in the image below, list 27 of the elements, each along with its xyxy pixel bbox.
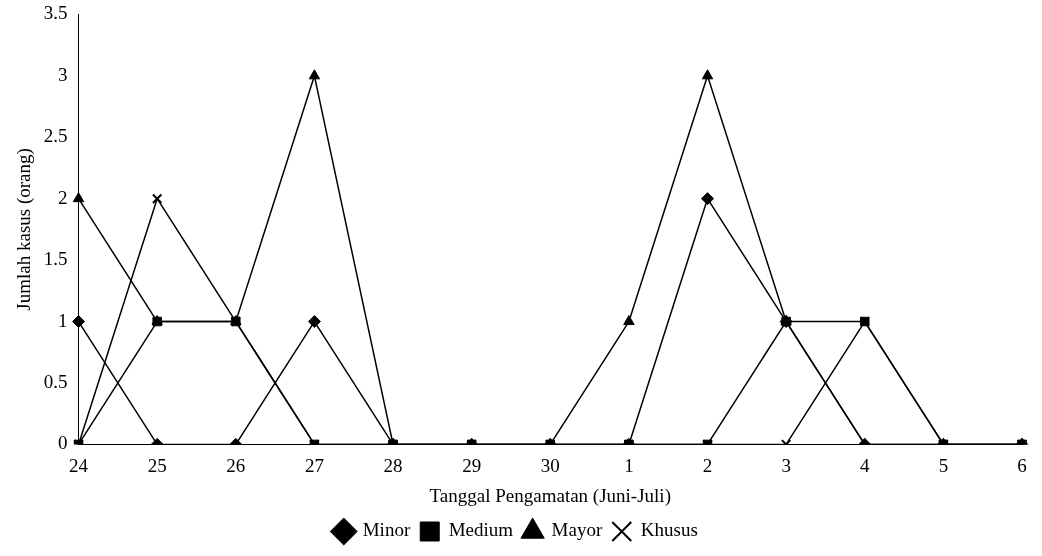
legend-label: Medium xyxy=(448,519,514,541)
legend-label: Khusus xyxy=(640,519,698,541)
x-tick-label: 5 xyxy=(938,454,949,476)
x-tick-label: 2 xyxy=(702,454,713,476)
legend-label: Mayor xyxy=(551,519,603,541)
y-axis-title: Jumlah kasus (orang) xyxy=(13,148,36,311)
y-tick-label: 2.5 xyxy=(43,125,68,147)
y-tick-label: 2 xyxy=(58,186,68,208)
x-axis-title: Tanggal Pengamatan (Juni-Juli) xyxy=(429,484,671,507)
y-tick-label: 3 xyxy=(58,63,68,85)
x-tick-label: 25 xyxy=(147,454,167,476)
y-tick-label: 1 xyxy=(58,309,68,331)
x-tick-label: 3 xyxy=(781,454,791,476)
x-tick-label: 28 xyxy=(383,454,403,476)
x-tick-label: 27 xyxy=(304,454,324,476)
y-tick-label: 1.5 xyxy=(43,248,68,270)
x-tick-label: 6 xyxy=(1017,454,1027,476)
y-tick-label: 0.5 xyxy=(43,370,68,392)
x-tick-label: 30 xyxy=(540,454,560,476)
x-tick-label: 4 xyxy=(860,454,871,476)
y-tick-label: 0 xyxy=(58,432,68,454)
x-tick-label: 24 xyxy=(69,454,89,476)
x-tick-label: 1 xyxy=(624,454,634,476)
y-tick-label: 3.5 xyxy=(43,2,68,24)
legend-label: Minor xyxy=(362,519,411,541)
x-tick-label: 29 xyxy=(462,454,482,476)
x-tick-label: 26 xyxy=(226,454,246,476)
